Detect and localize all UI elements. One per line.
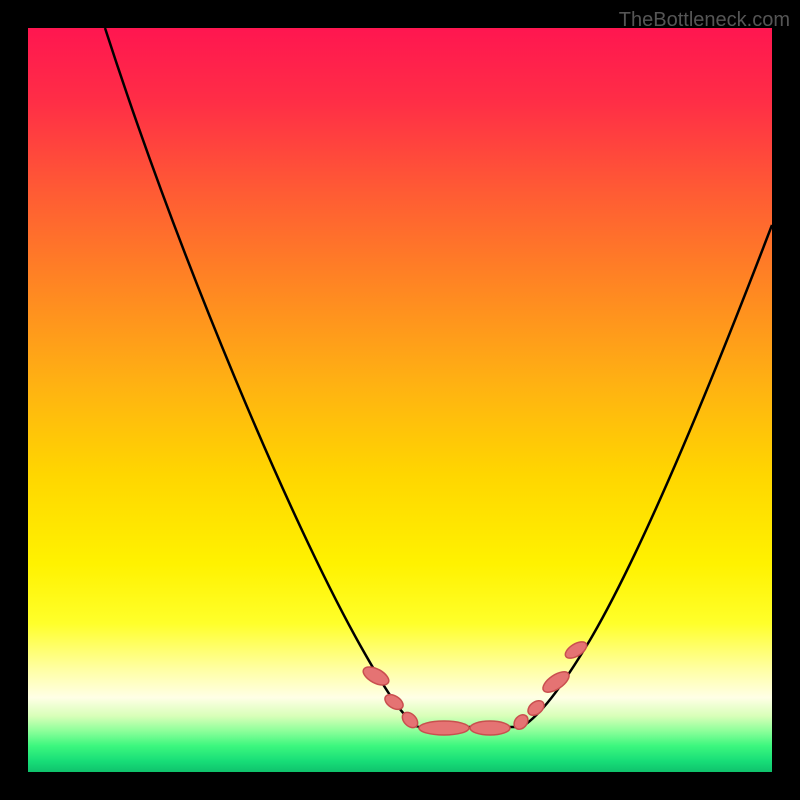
bead bbox=[470, 721, 510, 735]
plot-area bbox=[28, 28, 772, 772]
bead bbox=[419, 721, 469, 735]
watermark-text: TheBottleneck.com bbox=[619, 9, 790, 31]
bottleneck-chart: TheBottleneck.com bbox=[0, 0, 800, 800]
